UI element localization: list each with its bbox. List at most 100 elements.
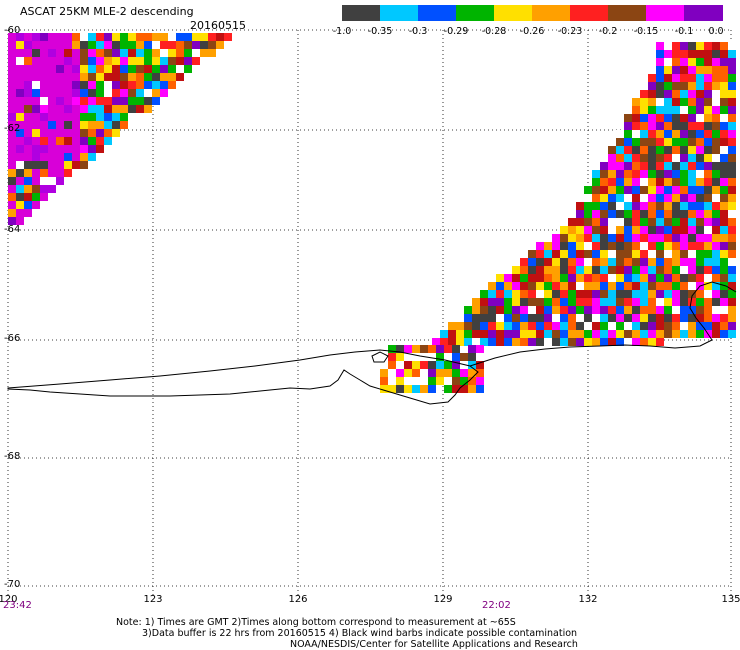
swath-cell [16, 121, 24, 129]
swath-cell [24, 193, 32, 201]
swath-cell [656, 114, 664, 122]
swath-cell [608, 242, 616, 250]
swath-cell [136, 57, 144, 65]
swath-cell [120, 65, 128, 73]
swath-cell [488, 290, 496, 298]
swath-cell [104, 57, 112, 65]
swath-cell [144, 57, 152, 65]
swath-cell [632, 186, 640, 194]
swath-cell [8, 121, 16, 129]
swath-cell [640, 314, 648, 322]
swath-cell [592, 282, 600, 290]
swath-cell [592, 242, 600, 250]
swath-cell [608, 202, 616, 210]
swath-cell [696, 218, 704, 226]
swath-cell [696, 130, 704, 138]
swath-cell [672, 170, 680, 178]
swath-cell [112, 57, 120, 65]
swath-cell [72, 161, 80, 169]
swath-cell [640, 114, 648, 122]
swath-cell [672, 194, 680, 202]
swath-cell [624, 138, 632, 146]
swath-cell [728, 154, 736, 162]
swath-cells [8, 33, 736, 393]
swath-cell [16, 97, 24, 105]
coastline [7, 281, 737, 405]
swath-cell [728, 90, 736, 98]
swath-cell [8, 161, 16, 169]
swath-cell [712, 210, 720, 218]
swath-cell [624, 266, 632, 274]
swath-cell [704, 290, 712, 298]
swath-cell [632, 130, 640, 138]
swath-cell [560, 274, 568, 282]
swath-cell [48, 105, 56, 113]
swath-cell [560, 298, 568, 306]
swath-cell [104, 137, 112, 145]
swath-cell [584, 210, 592, 218]
swath-cell [672, 266, 680, 274]
swath-cell [48, 57, 56, 65]
swath-cell [8, 33, 16, 41]
swath-cell [528, 314, 536, 322]
swath-cell [624, 242, 632, 250]
swath-cell [680, 114, 688, 122]
swath-cell [576, 330, 584, 338]
swath-cell [616, 178, 624, 186]
swath-cell [8, 97, 16, 105]
time-label: 22:02 [482, 600, 511, 611]
swath-cell [632, 274, 640, 282]
swath-cell [528, 250, 536, 258]
swath-cell [464, 306, 472, 314]
swath-cell [176, 33, 184, 41]
swath-cell [112, 49, 120, 57]
swath-cell [584, 290, 592, 298]
swath-cell [672, 258, 680, 266]
swath-cell [568, 226, 576, 234]
swath-cell [544, 258, 552, 266]
swath-cell [696, 90, 704, 98]
swath-cell [468, 369, 476, 377]
swath-cell [640, 250, 648, 258]
swath-cell [24, 73, 32, 81]
swath-cell [592, 314, 600, 322]
swath-cell [720, 226, 728, 234]
swath-cell [632, 154, 640, 162]
swath-cell [680, 74, 688, 82]
swath-cell [40, 41, 48, 49]
swath-cell [560, 330, 568, 338]
swath-cell [512, 314, 520, 322]
swath-cell [680, 58, 688, 66]
swath-cell [664, 258, 672, 266]
swath-cell [80, 33, 88, 41]
note-line: NOAA/NESDIS/Center for Satellite Applica… [290, 639, 578, 650]
swath-cell [664, 306, 672, 314]
swath-cell [712, 114, 720, 122]
swath-cell [712, 322, 720, 330]
swath-cell [720, 290, 728, 298]
swath-cell [144, 105, 152, 113]
swath-cell [48, 81, 56, 89]
swath-cell [696, 314, 704, 322]
swath-cell [512, 290, 520, 298]
swath-cell [192, 49, 200, 57]
swath-cell [704, 314, 712, 322]
swath-cell [616, 226, 624, 234]
swath-cell [656, 42, 664, 50]
swath-cell [672, 50, 680, 58]
swath-cell [32, 73, 40, 81]
swath-cell [160, 49, 168, 57]
swath-cell [80, 113, 88, 121]
swath-cell [664, 298, 672, 306]
swath-cell [16, 185, 24, 193]
swath-cell [104, 105, 112, 113]
swath-cell [412, 385, 420, 393]
swath-cell [120, 33, 128, 41]
swath-cell [728, 306, 736, 314]
swath-cell [48, 89, 56, 97]
swath-cell [680, 274, 688, 282]
swath-cell [16, 57, 24, 65]
swath-cell [688, 250, 696, 258]
swath-cell [656, 146, 664, 154]
swath-cell [192, 33, 200, 41]
